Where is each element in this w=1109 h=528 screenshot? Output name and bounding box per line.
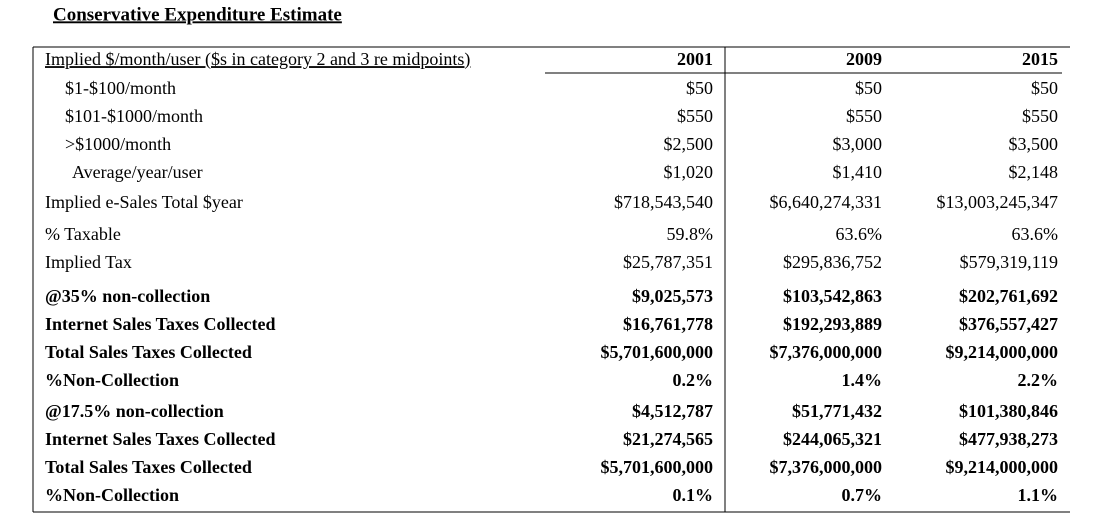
- cell: $376,557,427: [959, 314, 1058, 334]
- header-label: Implied $/month/user ($s in category 2 a…: [45, 49, 470, 70]
- cell: 2.2%: [1018, 370, 1059, 390]
- row-label: $101-$1000/month: [65, 106, 203, 126]
- cell: $7,376,000,000: [770, 342, 883, 362]
- cell: 63.6%: [836, 224, 883, 244]
- cell: $1,410: [833, 162, 883, 182]
- cell: $1,020: [664, 162, 714, 182]
- cell: $550: [677, 106, 713, 126]
- cell: $244,065,321: [783, 429, 882, 449]
- cell: $6,640,274,331: [770, 192, 883, 212]
- row-label: $1-$100/month: [65, 78, 176, 98]
- cell: $2,500: [664, 134, 714, 154]
- cell: $25,787,351: [623, 252, 713, 272]
- cell: $51,771,432: [792, 401, 882, 421]
- cell: 0.1%: [673, 485, 714, 505]
- cell: $101,380,846: [959, 401, 1058, 421]
- cell: $477,938,273: [959, 429, 1058, 449]
- cell: 59.8%: [667, 224, 714, 244]
- cell: $50: [1031, 78, 1058, 98]
- row-label: %Non-Collection: [45, 370, 179, 390]
- cell: $579,319,119: [960, 252, 1058, 272]
- row-label: % Taxable: [45, 224, 121, 244]
- cell: $2,148: [1009, 162, 1059, 182]
- row-label: Total Sales Taxes Collected: [45, 342, 252, 362]
- cell: $9,214,000,000: [946, 457, 1059, 477]
- title: Conservative Expenditure Estimate: [53, 4, 342, 25]
- row-label: Implied Tax: [45, 252, 132, 272]
- cell: $4,512,787: [632, 401, 713, 421]
- row-label: >$1000/month: [65, 134, 171, 154]
- cell: $5,701,600,000: [601, 342, 714, 362]
- cell: $3,000: [833, 134, 883, 154]
- cell: $3,500: [1009, 134, 1059, 154]
- header-year: 2001: [677, 49, 713, 69]
- row-label: Internet Sales Taxes Collected: [45, 314, 275, 334]
- cell: $21,274,565: [623, 429, 713, 449]
- cell: $295,836,752: [783, 252, 882, 272]
- row-label: Implied e-Sales Total $year: [45, 192, 243, 212]
- cell: 0.2%: [673, 370, 714, 390]
- row-label: @35% non-collection: [45, 286, 210, 306]
- cell: $50: [855, 78, 882, 98]
- row-label: @17.5% non-collection: [45, 401, 224, 421]
- header-year: 2009: [846, 49, 882, 69]
- cell: $202,761,692: [959, 286, 1058, 306]
- cell: $192,293,889: [783, 314, 882, 334]
- cell: $9,214,000,000: [946, 342, 1059, 362]
- cell: $5,701,600,000: [601, 457, 714, 477]
- cell: $103,542,863: [783, 286, 882, 306]
- row-label: Total Sales Taxes Collected: [45, 457, 252, 477]
- cell: $9,025,573: [632, 286, 713, 306]
- cell: $50: [686, 78, 713, 98]
- row-label: Average/year/user: [72, 162, 203, 182]
- cell: $550: [846, 106, 882, 126]
- row-label: %Non-Collection: [45, 485, 179, 505]
- row-label: Internet Sales Taxes Collected: [45, 429, 275, 449]
- cell: $7,376,000,000: [770, 457, 883, 477]
- cell: 1.1%: [1018, 485, 1059, 505]
- cell: 1.4%: [842, 370, 883, 390]
- cell: 0.7%: [842, 485, 883, 505]
- cell: 63.6%: [1012, 224, 1059, 244]
- cell: $13,003,245,347: [937, 192, 1059, 212]
- header-year: 2015: [1022, 49, 1058, 69]
- cell: $718,543,540: [614, 192, 713, 212]
- cell: $550: [1022, 106, 1058, 126]
- cell: $16,761,778: [623, 314, 713, 334]
